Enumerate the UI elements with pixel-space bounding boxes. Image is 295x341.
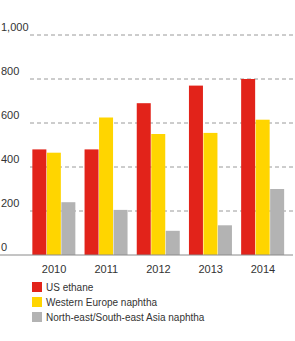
bar [241,79,255,255]
legend-label: North-east/South-east Asia naphtha [46,312,205,323]
y-tick-label: 200 [1,197,19,209]
bar [256,120,270,255]
legend: US ethane Western Europe naphtha North-eas… [32,282,205,323]
bar [151,134,165,255]
chart-root: 0 200 400 600 800 1,000 2010 2011 2012 2013 2014 US… [0,0,295,341]
x-tick-label: 2010 [42,263,66,275]
y-tick-label: 0 [1,241,7,253]
grid-line [30,35,293,36]
legend-swatch [32,312,42,322]
x-tick-label: 2012 [146,263,170,275]
bar [61,202,75,255]
x-tick-label: 2014 [251,263,275,275]
legend-label: US ethane [46,282,94,293]
y-tick-label: 400 [1,153,19,165]
bar [99,118,113,256]
bar [32,149,46,255]
bar [85,149,99,255]
bar [137,103,151,255]
bar [203,133,217,255]
x-tick-label: 2011 [94,263,118,275]
x-tick-label: 2013 [198,263,222,275]
bars [32,79,284,255]
legend-swatch [32,282,42,292]
bar [218,225,232,255]
bar [47,153,61,255]
bar [114,210,128,255]
y-tick-label: 1,000 [1,21,29,33]
chart: 0 200 400 600 800 1,000 2010 2011 2012 2013 2014 US… [0,0,295,341]
y-tick-label: 800 [1,65,19,77]
bar [270,189,284,255]
legend-label: Western Europe naphtha [46,297,157,308]
x-axis-line [0,255,293,256]
y-tick-label: 600 [1,109,19,121]
legend-swatch [32,297,42,307]
bar [189,86,203,255]
bar [166,231,180,255]
